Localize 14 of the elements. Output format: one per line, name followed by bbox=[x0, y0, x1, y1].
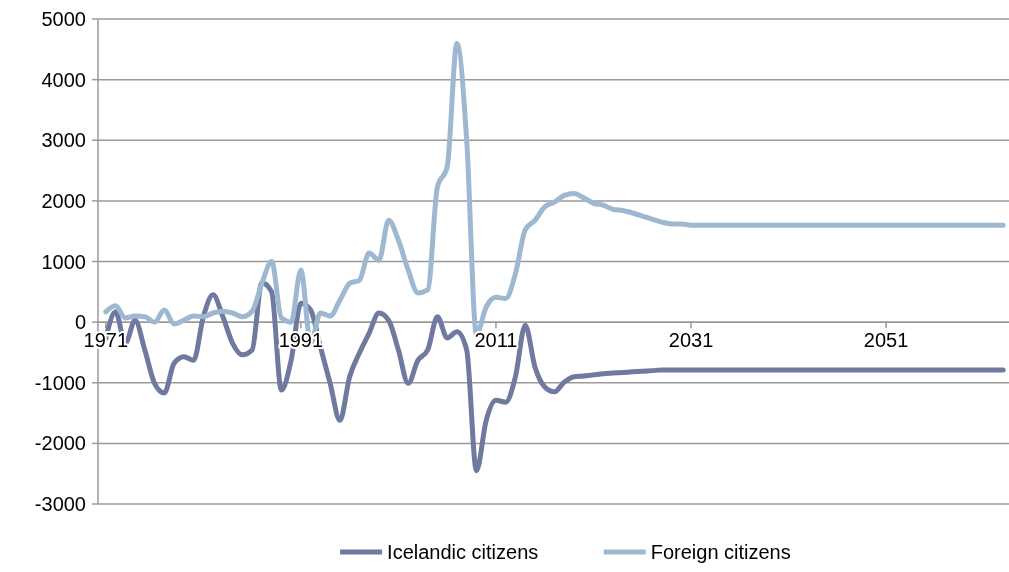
y-tick-label: 5000 bbox=[41, 8, 86, 30]
x-tick-label: 2031 bbox=[668, 329, 714, 352]
y-tick-label: 3000 bbox=[41, 129, 86, 152]
y-tick-label: 0 bbox=[74, 311, 86, 334]
x-tick-label: 2011 bbox=[474, 329, 518, 352]
y-tick-label: -2000 bbox=[34, 432, 86, 455]
y-tick-label: -1000 bbox=[34, 371, 86, 394]
y-tick-label: 1000 bbox=[41, 250, 86, 273]
y-tick-label: 2000 bbox=[41, 189, 86, 212]
legend-label: Foreign citizens bbox=[650, 541, 791, 563]
y-tick-label: 4000 bbox=[41, 68, 86, 91]
legend-label: Icelandic citizens bbox=[387, 541, 539, 563]
y-tick-label: -3000 bbox=[34, 493, 86, 515]
x-tick-label: 2051 bbox=[863, 329, 909, 352]
